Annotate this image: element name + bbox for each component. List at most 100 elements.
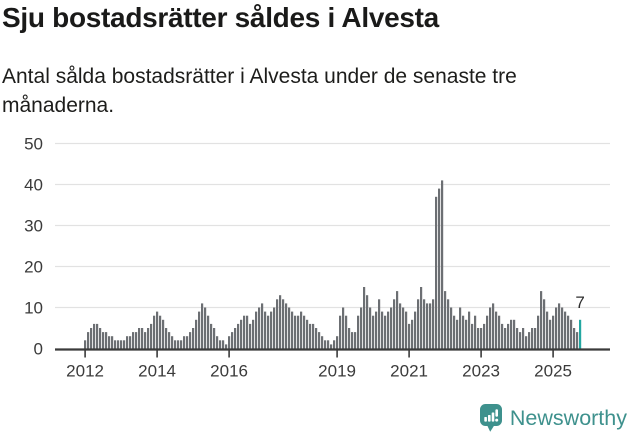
brand-name: Newsworthy [509,406,627,430]
bar [375,311,378,349]
bar [354,332,357,349]
bar [138,328,141,349]
bar [558,303,561,349]
bar [348,328,351,349]
bar [204,307,207,349]
bar [219,340,222,349]
y-axis-label: 0 [34,340,43,359]
bar [333,340,336,349]
bar [120,340,123,349]
bar [573,328,576,349]
bar [501,323,504,349]
x-axis-label: 2014 [138,362,176,381]
bar [378,299,381,349]
bar [561,307,564,349]
bar [393,299,396,349]
x-axis-label: 2016 [210,362,248,381]
bar [186,336,189,349]
bar [450,307,453,349]
bar [327,340,330,349]
bar [231,332,234,349]
bar [213,328,216,349]
bar [399,303,402,349]
bar [420,287,423,349]
bar [180,340,183,349]
bar [570,319,573,349]
bar [90,328,93,349]
bar [438,188,441,349]
bar [162,319,165,349]
bar [330,344,333,349]
bar [459,307,462,349]
bar [246,315,249,349]
newsworthy-logo-icon [479,404,503,433]
bar [261,303,264,349]
bar [207,315,210,349]
bar [228,336,231,349]
bar [132,332,135,349]
page-title: Sju bostadsrätter såldes i Alvesta [2,2,439,33]
bar [411,319,414,349]
bar [543,299,546,349]
x-axis-label: 2025 [534,362,572,381]
bar [144,332,147,349]
bar [576,332,579,349]
bar [468,311,471,349]
bar [537,315,540,349]
bar [483,323,486,349]
bar [279,295,282,349]
bar [252,319,255,349]
bar [165,328,168,349]
bar [267,315,270,349]
bar [195,319,198,349]
bar [171,336,174,349]
bar [84,340,87,349]
bar [528,332,531,349]
bar [504,328,507,349]
bar [102,332,105,349]
bar [150,323,153,349]
bar [126,336,129,349]
bar [315,328,318,349]
bar [198,311,201,349]
bar [99,328,102,349]
bar [414,311,417,349]
bar [282,299,285,349]
bar [486,315,489,349]
bar [534,328,537,349]
bar [456,319,459,349]
bar [357,315,360,349]
bar [435,196,438,349]
bar [522,328,525,349]
bar [108,336,111,349]
bar [222,340,225,349]
bar [192,328,195,349]
bar [123,340,126,349]
bar [507,323,510,349]
bar [540,291,543,349]
bar [531,328,534,349]
bar [147,328,150,349]
bar [552,315,555,349]
bar-chart-canvas: 0 10 20 30 40 50 2012 2014 2016 2019 2021 2023 2025 7 [24,135,610,381]
y-axis-label: 10 [24,299,43,318]
bar [309,323,312,349]
bar [462,315,465,349]
bar [183,336,186,349]
bar [129,336,132,349]
bar [111,336,114,349]
y-axis-label: 50 [24,135,43,154]
bar [492,303,495,349]
bar [498,315,501,349]
bar [417,299,420,349]
bar [237,323,240,349]
bar [567,315,570,349]
bar [555,307,558,349]
bar [495,311,498,349]
bar [189,332,192,349]
bar [243,315,246,349]
bar-chart: 0 10 20 30 40 50 2012 2014 2016 2019 2021 2023 2025 7 [0,130,631,385]
bar [96,323,99,349]
bar [396,291,399,349]
bar [429,303,432,349]
